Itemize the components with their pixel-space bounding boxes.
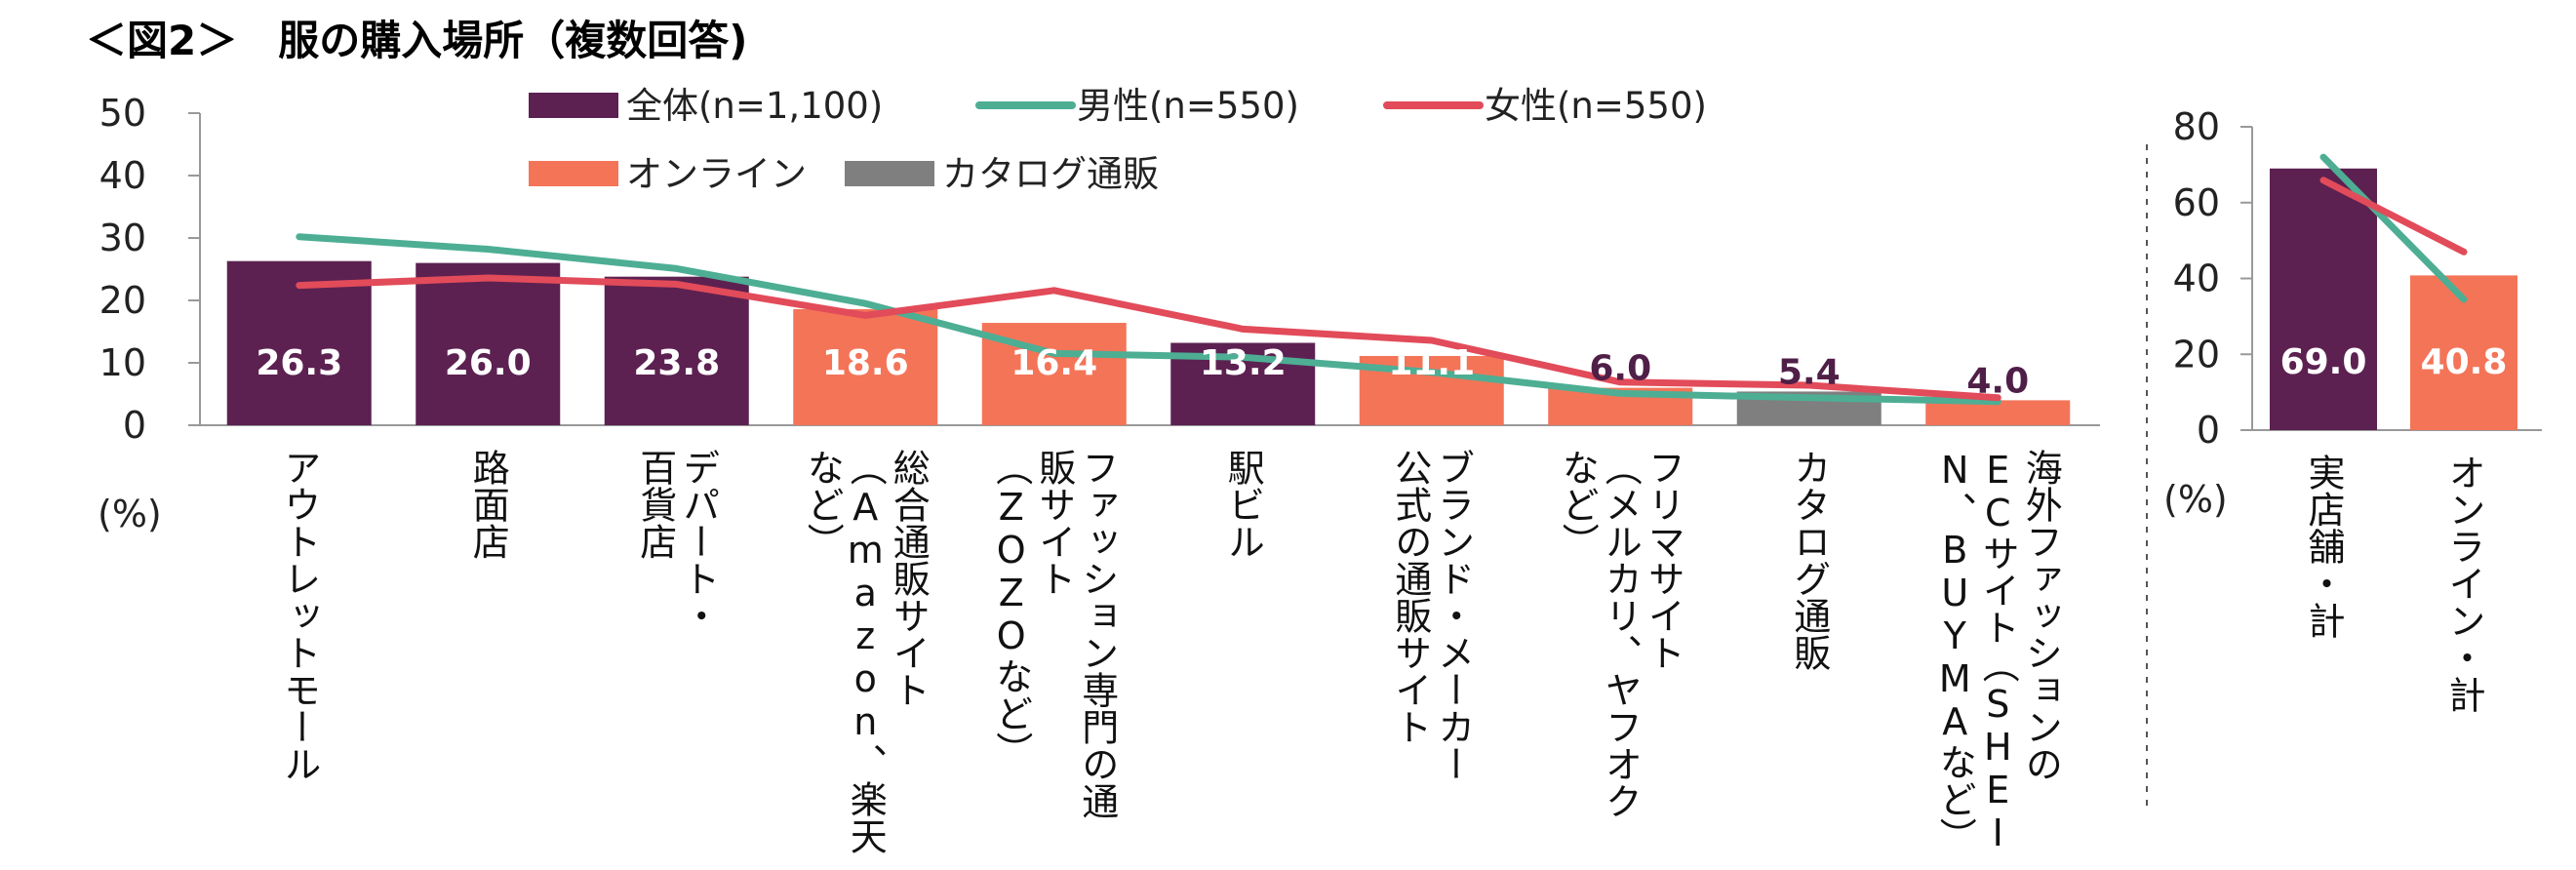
main-category-line: （Amazon、楽天 bbox=[844, 449, 887, 854]
main-y-tick-label: 50 bbox=[99, 92, 146, 135]
summary-category-labels: 実店舗・計 オンライン・計 bbox=[2302, 454, 2485, 713]
summary-line-male bbox=[2319, 153, 2468, 303]
legend-item-female: 女性(n=550) bbox=[1383, 85, 1707, 127]
legend-item-total: 全体(n=1,100) bbox=[529, 85, 883, 127]
main-category-line: ECサイト（SHEI bbox=[1976, 449, 2019, 854]
main-category-line: （ZOZOなど） bbox=[990, 449, 1033, 769]
legend-item-online: オンライン bbox=[529, 153, 807, 195]
main-value-label-2: 23.8 bbox=[633, 343, 720, 383]
legend-item-male: 男性(n=550) bbox=[975, 85, 1299, 127]
main-category-label-1: 路面店 bbox=[466, 449, 509, 560]
legend: 全体(n=1,100) 男性(n=550) 女性(n=550) オンライン カタログ通販 bbox=[529, 85, 1707, 195]
legend-label-online: オンライン bbox=[626, 153, 807, 195]
main-bar-1 bbox=[416, 262, 561, 425]
main-value-label-8: 5.4 bbox=[1778, 352, 1841, 392]
main-category-line: ブランド・メーカー bbox=[1432, 449, 1475, 782]
summary-value-labels: 69.0 40.8 bbox=[2280, 342, 2508, 382]
main-unit-label: (%) bbox=[98, 493, 162, 535]
main-y-tick-label: 20 bbox=[99, 279, 146, 322]
main-bar-3 bbox=[793, 308, 938, 425]
summary-category-line: オンライン・計 bbox=[2442, 454, 2485, 713]
summary-bars bbox=[2270, 168, 2517, 430]
main-category-line: フリマサイト bbox=[1642, 449, 1684, 671]
main-y-tick-label: 40 bbox=[99, 154, 146, 197]
main-value-label-3: 18.6 bbox=[822, 343, 909, 383]
main-category-label-0: アウトレットモール bbox=[278, 449, 321, 782]
main-lines bbox=[296, 233, 2001, 406]
main-category-line: アウトレットモール bbox=[278, 449, 321, 782]
summary-unit-label: (%) bbox=[2163, 478, 2228, 521]
main-value-label-4: 16.4 bbox=[1011, 343, 1097, 383]
main-category-line: など） bbox=[801, 449, 844, 560]
main-y-tick-label: 10 bbox=[99, 341, 146, 384]
summary-category-label-1: オンライン・計 bbox=[2442, 454, 2485, 713]
main-category-line: 百貨店 bbox=[634, 449, 677, 560]
legend-label-male: 男性(n=550) bbox=[1077, 85, 1299, 127]
summary-category-label-0: 実店舗・計 bbox=[2302, 454, 2345, 639]
main-category-label-2: デパート・百貨店 bbox=[634, 449, 720, 634]
main-line-male bbox=[296, 233, 2001, 406]
main-category-line: ファッション専門の通 bbox=[1076, 449, 1119, 819]
main-category-line: 総合通販サイト bbox=[887, 449, 930, 708]
summary-line-female bbox=[2319, 177, 2468, 256]
summary-value-label-1: 40.8 bbox=[2421, 342, 2508, 382]
chart-title: ＜図2＞ 服の購入場所（複数回答) bbox=[86, 17, 747, 64]
main-category-line: 海外ファッションの bbox=[2019, 449, 2062, 782]
main-value-labels: 26.3 26.0 23.8 18.6 16.4 13.2 11.1 6.0 5.4 4.0 bbox=[256, 343, 2029, 401]
main-category-label-5: 駅ビル bbox=[1221, 449, 1264, 560]
legend-label-total: 全体(n=1,100) bbox=[626, 85, 883, 127]
main-category-line: 公式の通販サイト bbox=[1389, 449, 1432, 745]
main-value-label-9: 4.0 bbox=[1966, 361, 2029, 401]
summary-lines bbox=[2319, 153, 2468, 303]
main-line-female bbox=[296, 274, 2001, 402]
summary-y-tick-label: 80 bbox=[2173, 105, 2220, 148]
main-category-line: N、BUYMAなど） bbox=[1933, 449, 1976, 854]
legend-swatch-online bbox=[529, 161, 618, 186]
legend-item-catalog: カタログ通販 bbox=[845, 153, 1159, 195]
legend-label-female: 女性(n=550) bbox=[1485, 85, 1707, 127]
summary-y-tick-label: 60 bbox=[2173, 181, 2220, 224]
main-value-label-6: 11.1 bbox=[1388, 343, 1475, 383]
main-category-line: 駅ビル bbox=[1221, 449, 1264, 560]
main-category-line: 路面店 bbox=[466, 449, 509, 560]
summary-value-label-0: 69.0 bbox=[2280, 342, 2367, 382]
summary-bar-0 bbox=[2270, 168, 2377, 430]
summary-category-line: 実店舗・計 bbox=[2302, 454, 2345, 639]
main-y-tick-label: 30 bbox=[99, 217, 146, 259]
main-category-line: （メルカリ、ヤフオク bbox=[1599, 449, 1642, 819]
main-category-label-8: カタログ通販 bbox=[1788, 449, 1831, 671]
main-bar-2 bbox=[604, 276, 749, 425]
main-value-label-1: 26.0 bbox=[445, 343, 532, 383]
main-value-label-0: 26.3 bbox=[256, 343, 342, 383]
main-value-label-5: 13.2 bbox=[1200, 343, 1287, 383]
main-chart: 0 10 20 30 40 50 26.3 26.0 23.8 18.6 16.4 13.2 11.1… bbox=[98, 92, 2100, 854]
legend-label-catalog: カタログ通販 bbox=[942, 153, 1159, 195]
main-y-tick-label: 0 bbox=[123, 404, 146, 447]
main-category-line: 販サイト bbox=[1033, 449, 1076, 597]
main-category-line: カタログ通販 bbox=[1788, 449, 1831, 671]
main-category-labels: アウトレットモール 路面店 デパート・百貨店 総合通販サイト（Amazon、楽天など）… bbox=[278, 449, 2063, 854]
summary-chart: 0 20 40 60 80 69.0 40.8 実店舗・計 オンライン・計 (%) bbox=[2163, 105, 2542, 713]
summary-y-tick-label: 0 bbox=[2197, 409, 2220, 452]
main-bars bbox=[226, 260, 2071, 425]
main-category-line: デパート・ bbox=[677, 449, 720, 634]
summary-y-tick-label: 20 bbox=[2173, 333, 2220, 376]
summary-y-tick-label: 40 bbox=[2173, 257, 2220, 300]
legend-swatch-total bbox=[529, 93, 618, 118]
main-category-line: など） bbox=[1556, 449, 1599, 560]
main-value-label-7: 6.0 bbox=[1589, 349, 1651, 389]
legend-swatch-catalog bbox=[845, 161, 934, 186]
